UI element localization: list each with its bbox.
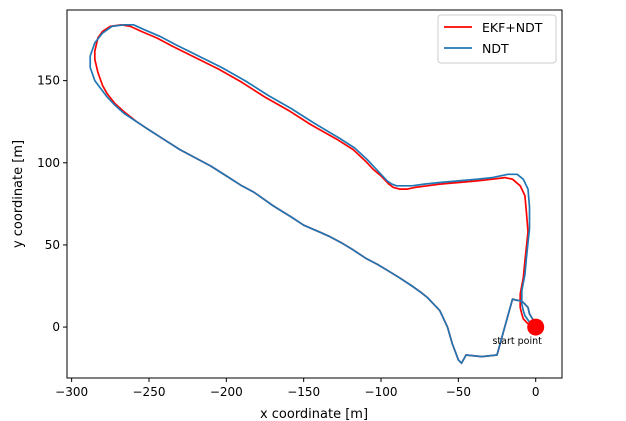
marker-layer: start point (492, 318, 545, 347)
x-tick-label: −150 (287, 385, 320, 399)
x-tick-label: −100 (365, 385, 398, 399)
x-tick-label: −50 (446, 385, 471, 399)
legend-label-ndt: NDT (482, 41, 509, 56)
start-point-marker (527, 318, 545, 336)
legend-label-ekf-ndt: EKF+NDT (482, 20, 543, 35)
start-point-annotation: start point (492, 336, 542, 347)
y-tick-label: 100 (37, 156, 60, 170)
x-axis-label: x coordinate [m] (260, 407, 368, 421)
y-tick-label: 0 (52, 320, 60, 334)
x-tick-label: 0 (532, 385, 540, 399)
legend: EKF+NDT NDT (437, 14, 557, 64)
y-tick-label: 150 (37, 74, 60, 88)
plot-area (67, 10, 562, 378)
x-tick-label: −250 (133, 385, 166, 399)
series-layer (89, 23, 537, 365)
x-ticks: −300 −250 −200 −150 −100 −50 0 (55, 378, 540, 399)
series-line-ndt (89, 23, 537, 365)
y-tick-label: 50 (45, 238, 60, 252)
plot-frame (66, 9, 563, 379)
y-ticks: 0 50 100 150 (37, 74, 67, 334)
y-axis-label: y coordinate [m] (11, 140, 26, 248)
x-tick-label: −300 (55, 385, 88, 399)
x-tick-label: −200 (210, 385, 243, 399)
